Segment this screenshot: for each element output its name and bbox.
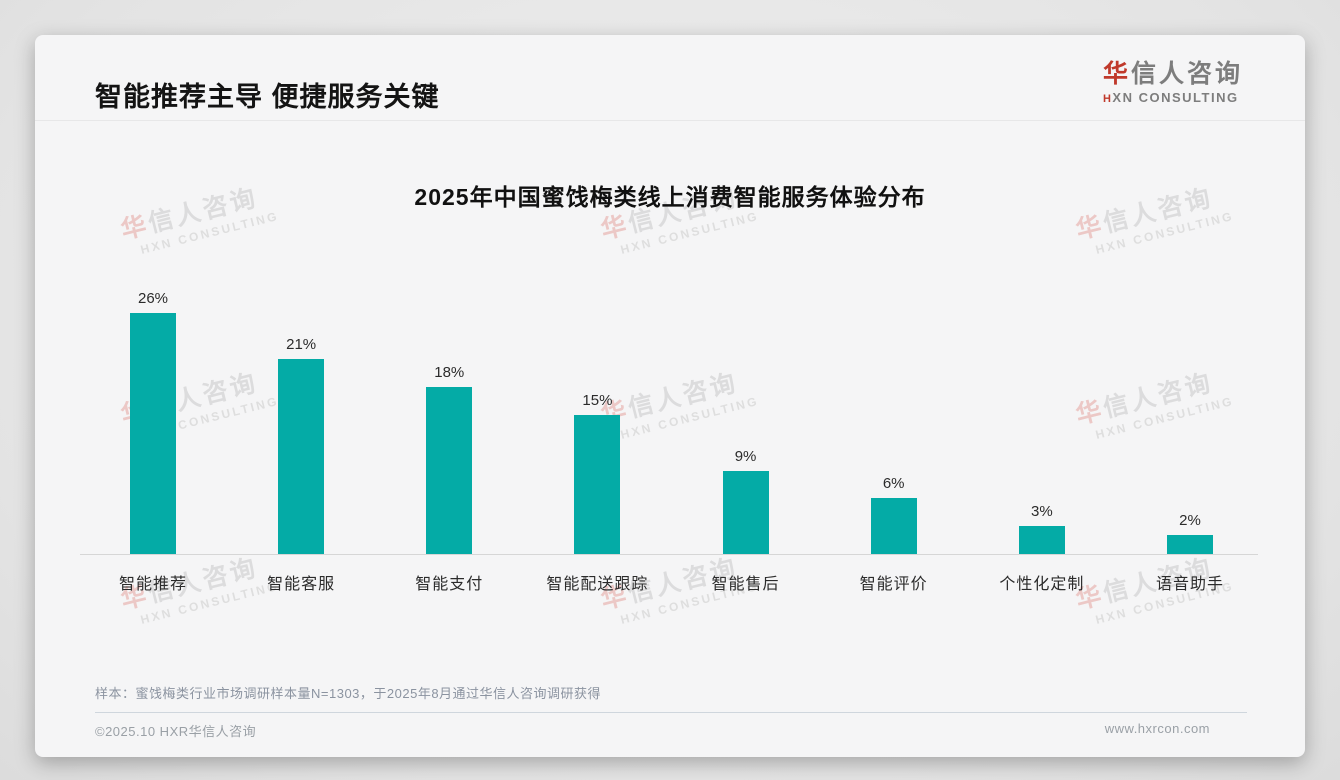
logo-en-accent: H xyxy=(1102,92,1113,105)
category-label: 智能配送跟踪 xyxy=(546,576,649,593)
category-label: 智能支付 xyxy=(415,576,484,593)
bar-智能推荐 xyxy=(130,313,176,554)
value-label: 3% xyxy=(1030,503,1053,520)
bar-智能售后 xyxy=(722,471,769,554)
category-label: 智能客服 xyxy=(267,576,336,593)
bar-智能评价 xyxy=(870,498,917,554)
plot-area: 26% 智能推荐 21% 智能客服 18% 智能支付 15% 智能配送跟踪 9% 智能售后 6% 智能… xyxy=(80,35,1258,593)
company-logo: 华信人咨询 HXN CONSULTING xyxy=(1102,60,1243,105)
bar-个性化定制 xyxy=(1018,526,1065,554)
chart-title: 2025年中国蜜饯梅类线上消费智能服务体验分布 xyxy=(414,184,926,210)
page-title: 智能推荐主导 便捷服务关键 xyxy=(95,82,440,112)
bar-语音助手 xyxy=(1166,535,1213,554)
value-label: 18% xyxy=(434,364,465,381)
logo-cn-rest: 信人咨询 xyxy=(1130,60,1243,88)
bar-智能配送跟踪 xyxy=(574,415,621,554)
logo-en-rest: XN CONSULTING xyxy=(1112,89,1239,105)
category-label: 智能推荐 xyxy=(118,576,187,593)
x-axis-line xyxy=(80,554,1258,555)
value-label: 6% xyxy=(882,475,905,492)
value-label: 26% xyxy=(137,290,169,307)
logo-english-name: HXN CONSULTING xyxy=(1103,90,1243,105)
logo-cn-accent: 华 xyxy=(1102,60,1131,88)
copyright-text: ©2025.10 HXR华信人咨询 xyxy=(95,724,257,739)
value-label: 21% xyxy=(286,336,317,353)
value-label: 9% xyxy=(734,448,757,465)
value-label: 15% xyxy=(582,392,613,409)
bar-智能客服 xyxy=(278,359,325,554)
category-label: 个性化定制 xyxy=(999,576,1085,593)
header-divider xyxy=(35,120,1305,121)
logo-chinese-name: 华信人咨询 xyxy=(1102,60,1243,89)
category-label: 语音助手 xyxy=(1155,576,1224,593)
category-label: 智能售后 xyxy=(711,576,780,593)
value-label: 2% xyxy=(1179,512,1201,529)
bar-智能支付 xyxy=(426,387,473,554)
website-link[interactable]: www.hxrcon.com xyxy=(1104,721,1210,736)
report-slide: 智能推荐主导 便捷服务关键 华信人咨询 HXN CONSULTING 华信人咨询… xyxy=(35,35,1305,757)
footer-divider xyxy=(95,712,1247,713)
category-label: 智能评价 xyxy=(859,576,928,593)
sample-footnote: 样本：蜜饯梅类行业市场调研样本量N=1303，于2025年8月通过华信人咨询调研… xyxy=(95,686,602,701)
